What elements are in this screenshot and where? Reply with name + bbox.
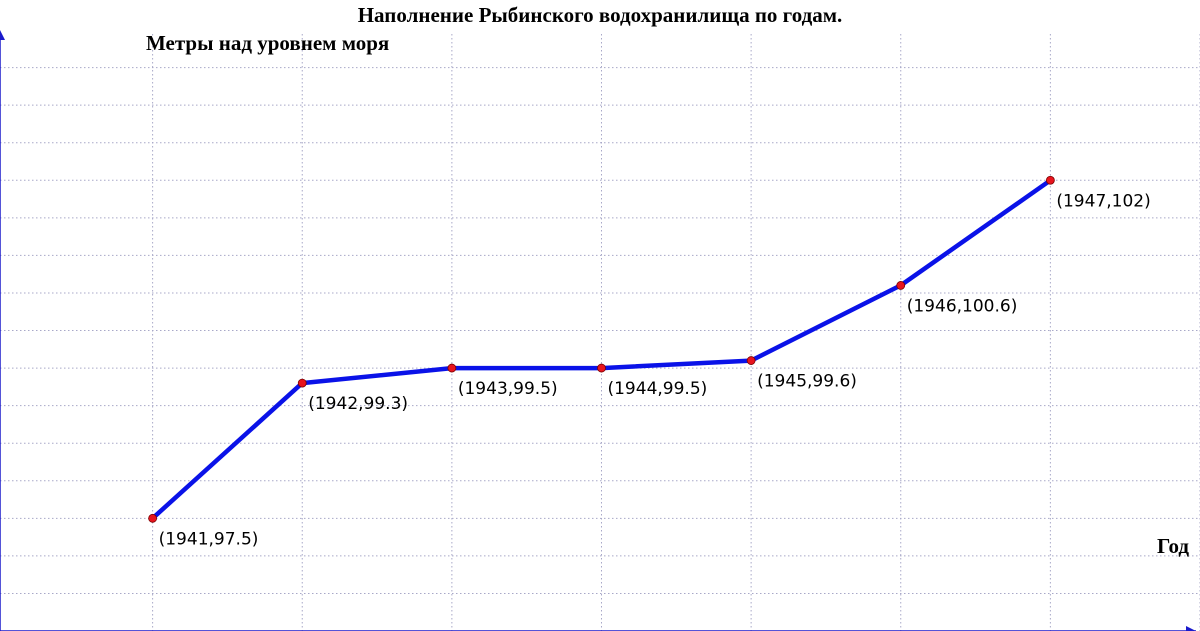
data-label: (1947,102)	[1056, 191, 1150, 211]
grid	[0, 34, 1200, 631]
data-label: (1942,99.3)	[308, 394, 408, 414]
data-point	[297, 378, 307, 388]
data-point	[597, 363, 606, 373]
data-label: (1943,99.5)	[458, 379, 558, 399]
data-label: (1941,97.5)	[159, 529, 259, 549]
x-axis-label: Год	[1157, 534, 1189, 558]
data-point	[1045, 175, 1055, 185]
data-point	[447, 363, 457, 373]
series	[148, 175, 1055, 523]
y-axis-arrow	[0, 30, 5, 40]
chart-title: Наполнение Рыбинского водохранилища по г…	[358, 3, 843, 27]
data-point	[148, 513, 158, 523]
data-point	[746, 356, 756, 365]
tick-labels: 9798991001011021031941194219431944194519…	[0, 95, 1070, 631]
x-axis-arrow	[1186, 626, 1196, 631]
data-point	[896, 281, 906, 290]
data-label: (1944,99.5)	[607, 379, 707, 399]
data-labels: (1941,97.5) (1942,99.3) (1943,99.5) (1944,9…	[159, 191, 1151, 549]
data-label: (1946,100.6)	[907, 296, 1018, 316]
y-axis-label: Метры над уровнем моря	[146, 31, 389, 55]
data-label: (1945,99.6)	[757, 372, 857, 392]
axes	[0, 30, 1196, 631]
